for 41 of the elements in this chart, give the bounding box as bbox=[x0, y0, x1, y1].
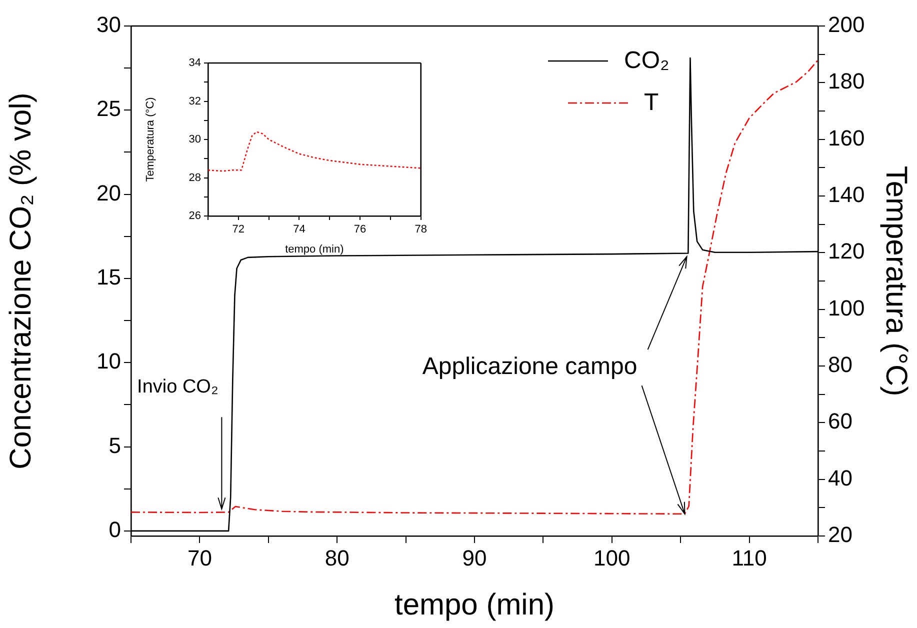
x-tick-label: 90 bbox=[462, 545, 487, 570]
y-tick-label: 26 bbox=[188, 210, 201, 222]
y2-tick-label: 20 bbox=[828, 522, 852, 548]
y2-tick-label: 40 bbox=[828, 465, 852, 490]
x-axis-title: tempo (min) bbox=[394, 588, 555, 622]
y-tick-label: 10 bbox=[96, 348, 121, 374]
y-tick-label: 25 bbox=[96, 96, 121, 122]
x-tick-label: 74 bbox=[293, 224, 306, 236]
x-tick-label: 72 bbox=[232, 224, 245, 236]
y-tick-label: 32 bbox=[188, 95, 201, 108]
y2-tick-label: 200 bbox=[828, 12, 865, 38]
y-axis-title: Temperatura (°C) bbox=[144, 97, 157, 182]
y-tick-label: 15 bbox=[96, 264, 121, 290]
y-axis-title: Concentrazione CO₂ (% vol) bbox=[4, 92, 38, 470]
y-tick-label: 20 bbox=[96, 180, 121, 206]
y2-tick-label: 60 bbox=[828, 408, 852, 434]
annotation: Applicazione campo bbox=[422, 353, 638, 380]
y2-axis-title: Temperatura (°C) bbox=[880, 166, 913, 396]
x-axis-title: tempo (min) bbox=[285, 243, 344, 256]
y-tick-label: 30 bbox=[96, 12, 121, 38]
y2-tick-label: 180 bbox=[828, 68, 865, 94]
y-tick-label: 5 bbox=[108, 432, 121, 458]
x-tick-label: 70 bbox=[187, 545, 212, 570]
annotation: Invio CO₂ bbox=[137, 376, 218, 398]
x-tick-label: 80 bbox=[324, 545, 350, 570]
x-tick-label: 78 bbox=[414, 224, 428, 236]
y-tick-label: 34 bbox=[188, 57, 201, 70]
legend-label: CO₂ bbox=[624, 47, 670, 75]
y-tick-label: 28 bbox=[188, 172, 201, 184]
y-tick-label: 0 bbox=[108, 517, 121, 542]
legend-label: T bbox=[644, 89, 659, 117]
y2-tick-label: 100 bbox=[828, 295, 865, 320]
y-tick-label: 30 bbox=[188, 134, 201, 146]
y2-tick-label: 120 bbox=[828, 238, 865, 264]
x-tick-label: 76 bbox=[354, 224, 366, 236]
x-tick-label: 100 bbox=[594, 545, 630, 570]
y2-tick-label: 160 bbox=[828, 125, 865, 150]
x-tick-label: 110 bbox=[732, 545, 767, 570]
y2-tick-label: 140 bbox=[828, 182, 865, 208]
line-series bbox=[208, 131, 421, 172]
y2-tick-label: 80 bbox=[828, 352, 852, 378]
